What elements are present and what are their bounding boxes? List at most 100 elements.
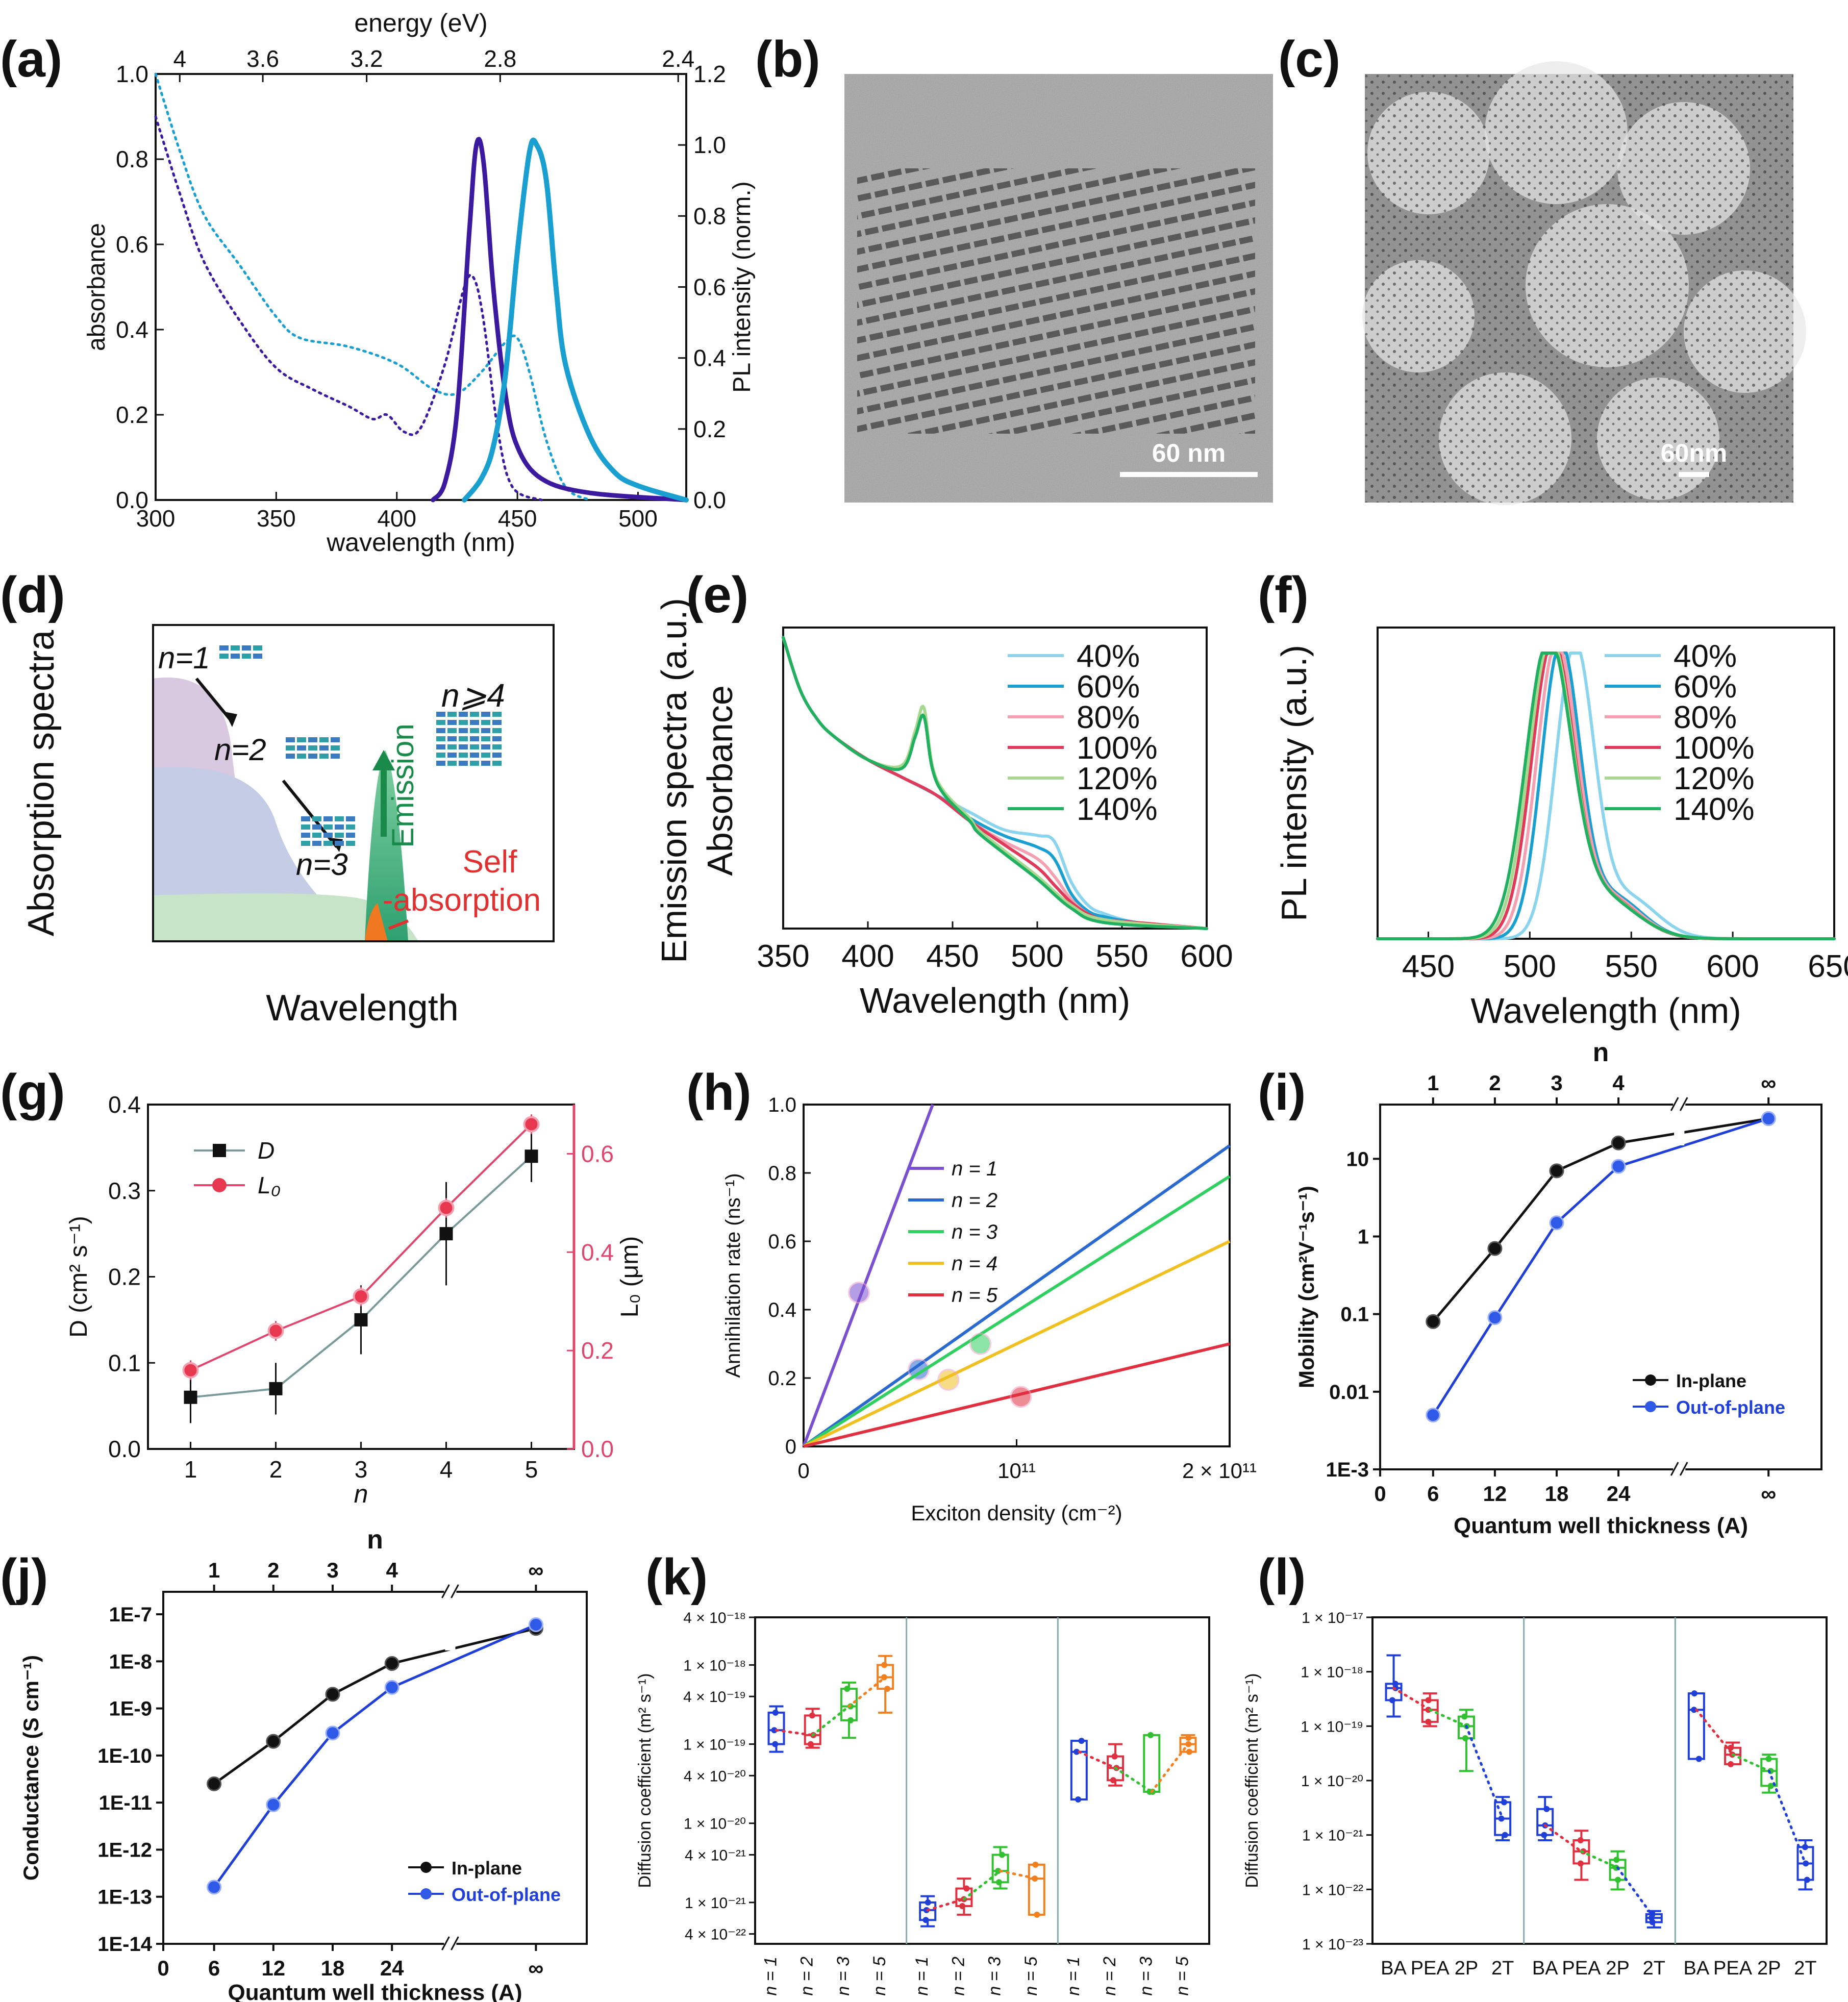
scale-bar-label-c: 60nm	[1661, 439, 1728, 467]
y-tick-label: 0.8	[768, 1162, 796, 1185]
data-point	[1578, 1837, 1584, 1843]
y-tick-label: 1E-14	[97, 1933, 152, 1956]
data-point	[1075, 1796, 1081, 1803]
label-n3: n=3	[296, 847, 348, 882]
panel-label-k: (k)	[645, 1548, 708, 1606]
legend-marker	[420, 1888, 432, 1899]
y-axis-label: Mobility (cm²V⁻¹s⁻¹)	[1294, 1186, 1318, 1388]
y-tick-label: 0.2	[768, 1367, 796, 1390]
y-tick-label: 1 × 10⁻²⁰	[1301, 1773, 1363, 1790]
data-point	[1426, 1697, 1432, 1703]
data-point	[923, 1917, 929, 1923]
legend-label: n = 3	[952, 1221, 997, 1243]
chart-f: 450 500 550 600 650 Wavelength (nm) PL intensi…	[1274, 628, 1848, 1031]
category-label: n = 2	[1100, 1957, 1119, 1996]
line-break-mask	[1674, 1115, 1684, 1145]
y-tick-label: 1 × 10⁻²⁰	[684, 1816, 746, 1833]
data-point	[963, 1886, 969, 1892]
crystal-cell	[459, 753, 468, 758]
plot-frame	[755, 1617, 1209, 1944]
line-break-mask	[445, 1620, 455, 1650]
y-tick-label: 10	[1346, 1148, 1369, 1170]
series-line	[1378, 653, 1834, 939]
crystal-cell	[481, 728, 490, 733]
category-label: 2T	[1643, 1958, 1665, 1979]
x-tick-label: 500	[1504, 949, 1556, 984]
crystal-cell	[459, 761, 468, 766]
y2-tick-label: 1.2	[693, 61, 726, 87]
x-tick-label: 500	[618, 505, 658, 532]
crystal-cell	[312, 824, 321, 830]
data-point	[1392, 1681, 1399, 1687]
data-point	[996, 1879, 1002, 1885]
crystal-cell	[219, 645, 229, 650]
data-point	[970, 1334, 991, 1354]
data-point	[938, 1369, 959, 1390]
crystal-cell	[286, 737, 295, 742]
data-point	[1462, 1735, 1468, 1741]
series-line	[1378, 653, 1834, 939]
x-tick-label: 1	[184, 1456, 197, 1483]
y-tick-label: 0.2	[108, 1264, 141, 1290]
data-point	[1011, 1387, 1031, 1407]
box	[1144, 1735, 1159, 1792]
panel-label-l: (l)	[1258, 1548, 1306, 1606]
trend-dots	[964, 1871, 1000, 1899]
data-point	[844, 1686, 850, 1692]
y-tick-label: 0.0	[108, 1436, 141, 1462]
y-tick-label: 1E-12	[97, 1839, 152, 1861]
plot-frame	[1378, 628, 1834, 939]
x-tick-label: 6	[208, 1956, 220, 1980]
category-label: n = 5	[1172, 1957, 1192, 1996]
data-point	[208, 1777, 221, 1790]
x-tick-label: 2 × 10¹¹	[1182, 1459, 1257, 1483]
series-line	[804, 1241, 1230, 1446]
crystal-cell	[447, 728, 457, 733]
micrograph-c: 60nm	[1362, 61, 1806, 505]
y-tick-label: 4 × 10⁻²²	[685, 1926, 746, 1943]
y-axis-label: Absorption spectra	[21, 630, 62, 936]
crystal-cell	[470, 720, 479, 725]
y-tick-label: 1.0	[768, 1094, 796, 1116]
crystal-cell	[242, 645, 251, 650]
crystal-cell	[242, 654, 251, 659]
crystal-cell	[308, 745, 317, 750]
x-tick-label: 24	[1607, 1482, 1631, 1506]
y-tick-label: 0.1	[1340, 1304, 1369, 1326]
x-tick-label: 6	[1427, 1482, 1439, 1506]
legend-label: 120%	[1077, 761, 1158, 796]
x2-tick-label: ∞	[528, 1558, 543, 1582]
crystal-cell	[286, 754, 295, 759]
box	[1071, 1741, 1087, 1799]
data-point	[1578, 1860, 1584, 1866]
legend-label: 80%	[1077, 700, 1140, 735]
crystal-cell	[470, 728, 479, 733]
legend-label: L₀	[258, 1172, 281, 1198]
crystal-cell	[447, 761, 457, 766]
x-tick-label: 18	[1545, 1482, 1569, 1506]
crystal-cell	[470, 744, 479, 749]
x-tick-label: 0	[797, 1459, 809, 1483]
y-axis-label: Conductance (S cm⁻¹)	[19, 1655, 43, 1881]
y-tick-label: 1E-11	[98, 1792, 152, 1814]
crystal-cell	[459, 736, 468, 741]
legend-label: 100%	[1674, 731, 1755, 766]
y-tick-label: 1 × 10⁻²¹	[1302, 1828, 1363, 1844]
y2-tick-label: 0.6	[581, 1140, 614, 1167]
marker-square	[355, 1313, 368, 1327]
series-line	[156, 74, 590, 500]
crystal-cell	[319, 754, 329, 759]
crystal-cell	[335, 841, 344, 846]
data-point	[1762, 1112, 1775, 1125]
diagram-d: n=1n=2n=3n⩾4EmissionSelf-absorptionAbsor…	[21, 625, 554, 1029]
x-tick-label: 2	[269, 1456, 283, 1483]
chart-a: 300 350 400 450 5000.00.20.40.60.81.00.00.20…	[83, 9, 756, 557]
crystal-cell	[470, 753, 479, 758]
data-point	[1541, 1832, 1547, 1838]
data-point	[1032, 1862, 1038, 1868]
data-point	[385, 1657, 398, 1670]
x2-tick-label: 3	[1551, 1071, 1562, 1095]
y-tick-label: 0.6	[116, 231, 148, 258]
y-tick-label: 0.4	[108, 1091, 141, 1118]
y-tick-label: 1 × 10⁻²¹	[685, 1895, 746, 1912]
